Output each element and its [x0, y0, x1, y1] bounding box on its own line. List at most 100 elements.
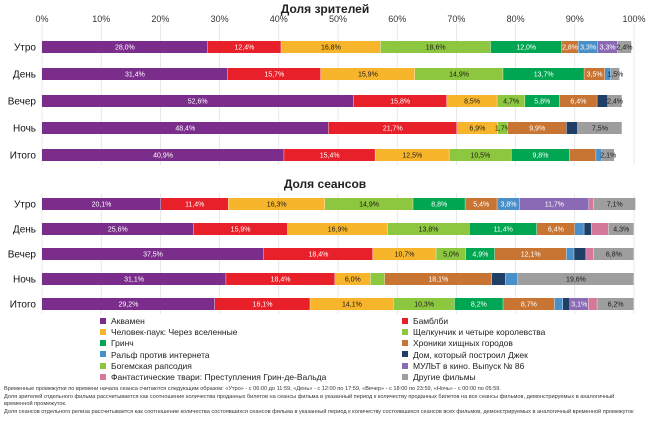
viewers-segment-value-label: 15,7% — [264, 72, 284, 79]
viewers-bar-segment — [604, 68, 611, 80]
viewers-bar-segment — [42, 149, 284, 161]
viewers-x-tick-label: 30% — [211, 14, 229, 24]
sessions-bar-segment — [454, 298, 503, 310]
viewers-bar-segment — [449, 149, 512, 161]
viewers-bar-segment — [490, 41, 562, 53]
sessions-segment-value-label: 20,1% — [92, 202, 112, 209]
viewers-segment-value-label: 6,4% — [570, 99, 586, 106]
viewers-bar-segment — [566, 122, 578, 134]
sessions-segment-value-label: 14,1% — [342, 302, 362, 309]
sessions-segment-value-label: 5,0% — [443, 252, 459, 259]
viewers-bar-segment — [569, 149, 596, 161]
sessions-bar-segment — [574, 223, 584, 235]
legend-item: Гринч — [100, 338, 134, 349]
viewers-bar-segment — [596, 149, 602, 161]
sessions-bar-segment — [370, 273, 385, 285]
sessions-bar-segment — [597, 298, 634, 310]
legend-label: Богемская рапсодия — [111, 360, 192, 371]
sessions-bar-segment — [42, 248, 264, 260]
viewers-bar-segment — [375, 149, 449, 161]
viewers-segment-value-label: 1,7% — [495, 126, 511, 133]
viewers-segment-value-label: 40,9% — [153, 153, 173, 160]
viewers-x-tick-label: 50% — [329, 14, 347, 24]
sessions-segment-value-label: 37,5% — [143, 252, 163, 259]
legend-label: Фантастические твари: Преступления Грин-… — [111, 372, 327, 382]
viewers-segment-value-label: 7,5% — [592, 126, 608, 133]
sessions-bar-segment — [517, 273, 634, 285]
viewers-segment-value-label: 12,5% — [402, 153, 422, 160]
sessions-category-label: Вечер — [8, 250, 37, 261]
legend-label: Хроники хищных городов — [413, 338, 513, 349]
legend-label: Дом, который построил Джек — [413, 349, 528, 360]
legend-swatch — [402, 317, 408, 324]
sessions-bar-segment — [588, 298, 597, 310]
sessions-bar-segment — [393, 298, 455, 310]
sessions-segment-value-label: 5,4% — [473, 202, 489, 209]
viewers-bar-segment — [511, 149, 570, 161]
sessions-category-label: День — [13, 225, 36, 236]
sessions-segment-value-label: 3,1% — [571, 302, 587, 309]
sessions-segment-value-label: 12,1% — [521, 252, 541, 259]
viewers-segment-value-label: 6,9% — [469, 126, 485, 133]
legend-swatch — [100, 362, 106, 369]
viewers-segment-value-label: 8,5% — [464, 99, 480, 106]
sessions-bar-segment — [505, 273, 518, 285]
viewers-segment-value-label: 15,4% — [320, 153, 340, 160]
viewers-segment-value-label: 2,4% — [617, 45, 633, 52]
sessions-segment-value-label: 18,1% — [428, 277, 448, 284]
viewers-segment-value-label: 4,7% — [503, 99, 519, 106]
sessions-bar-segment — [593, 198, 636, 210]
legend-label: Бамблби — [413, 316, 449, 326]
sessions-bar-segment — [536, 223, 575, 235]
sessions-bar-segment — [264, 248, 373, 260]
sessions-segment-value-label: 8,2% — [471, 302, 487, 309]
sessions-segment-value-label: 25,6% — [108, 227, 128, 234]
viewers-bar-segment — [497, 95, 525, 107]
viewers-bar-segment — [42, 41, 208, 53]
viewers-bar-segment — [353, 95, 447, 107]
viewers-segment-value-label: 15,8% — [390, 99, 410, 106]
legend-item: Аквамен — [100, 316, 145, 327]
viewers-category-label: День — [13, 70, 36, 81]
legend-item: Богемская рапсодия — [100, 361, 192, 372]
viewers-x-tick-label: 0% — [35, 14, 48, 24]
viewers-segment-value-label: 9,8% — [532, 153, 548, 160]
sessions-segment-value-label: 16,3% — [267, 202, 287, 209]
sessions-segment-value-label: 3,8% — [501, 202, 517, 209]
legend-item: Хроники хищных городов — [402, 338, 513, 349]
sessions-bar-segment — [384, 273, 492, 285]
sessions-bar-segment — [465, 248, 495, 260]
legend-swatch — [100, 317, 106, 324]
viewers-x-tick-label: 70% — [447, 14, 465, 24]
viewers-bar-segment — [503, 68, 584, 80]
sessions-bar-segment — [491, 273, 506, 285]
sessions-bar-segment — [42, 273, 226, 285]
sessions-bar-segment — [591, 223, 609, 235]
legend-item: Дом, который построил Джек — [402, 350, 528, 361]
sessions-bar-segment — [372, 248, 436, 260]
sessions-bar-segment — [160, 198, 229, 210]
sessions-segment-value-label: 8,7% — [521, 302, 537, 309]
sessions-segment-value-label: 10,3% — [414, 302, 434, 309]
legend-swatch — [402, 328, 408, 335]
legend-swatch — [100, 351, 106, 358]
viewers-bar-segment — [578, 41, 598, 53]
sessions-segment-value-label: 14,9% — [359, 202, 379, 209]
viewers-segment-value-label: 3,3% — [580, 45, 596, 52]
sessions-segment-value-label: 6,2% — [608, 302, 624, 309]
viewers-segment-value-label: 18,6% — [426, 45, 446, 52]
sessions-bar-segment — [387, 223, 470, 235]
legend-swatch — [402, 351, 408, 358]
sessions-bar-segment — [42, 198, 161, 210]
sessions-segment-value-label: 13,8% — [419, 227, 439, 234]
viewers-segment-value-label: 2,1% — [600, 153, 616, 160]
sessions-bar-segment — [436, 248, 466, 260]
legend-swatch — [100, 373, 106, 380]
footnote-sessions-share: Доля сеансов отдельного релиза рассчитыв… — [4, 408, 634, 415]
sessions-segment-value-label: 4,9% — [472, 252, 488, 259]
viewers-bar-segment — [42, 95, 353, 107]
viewers-bar-segment — [497, 122, 508, 134]
viewers-segment-value-label: 21,7% — [383, 126, 403, 133]
footnotes: Временные промежутки по времени начала с… — [4, 386, 644, 416]
viewers-segment-value-label: 2,4% — [607, 99, 623, 106]
